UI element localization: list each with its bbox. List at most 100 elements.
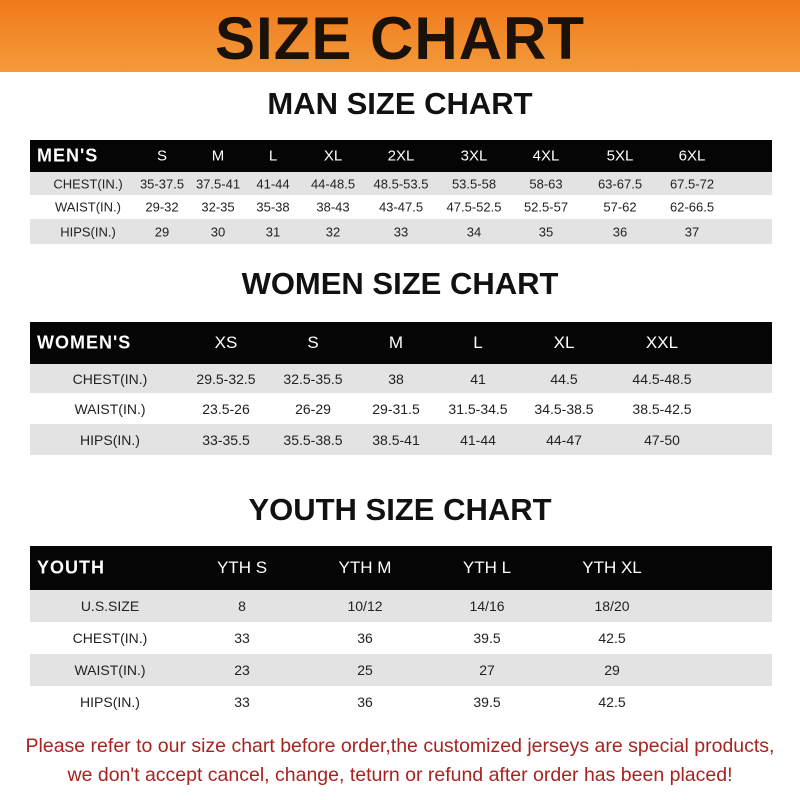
table-cell: 44.5 — [550, 370, 578, 387]
banner-title: SIZE CHART — [215, 5, 585, 72]
size-column-header: YTH S — [216, 558, 268, 577]
size-column-header: XL — [553, 333, 575, 352]
header-label: YOUTH — [37, 557, 105, 578]
table-cell: 18/20 — [594, 598, 630, 614]
table-cell: 38 — [388, 370, 404, 387]
row-label: CHEST(IN.) — [72, 370, 148, 387]
table-cell: 44-47 — [546, 431, 582, 448]
table-cell: 25 — [357, 662, 373, 678]
table-cell: 29 — [154, 224, 170, 239]
title-banner: SIZE CHART — [0, 0, 800, 72]
table-row: CHEST(IN.) 29.5-32.5 32.5-35.5 38 41 44.5 44.5… — [30, 364, 772, 393]
table-cell: 41 — [470, 370, 486, 387]
table-cell: 33 — [234, 694, 250, 710]
table-cell: 36 — [612, 224, 628, 239]
table-cell: 32-35 — [201, 199, 235, 215]
table-cell: 58-63 — [529, 176, 563, 191]
table-header-row: MEN'S S M L XL 2XL 3XL 4XL 5XL 6XL — [30, 140, 772, 172]
header-label: WOMEN'S — [37, 332, 132, 353]
table-cell: 44.5-48.5 — [632, 370, 692, 387]
size-column-header: M — [211, 147, 225, 165]
table-cell: 38-43 — [316, 199, 350, 215]
table-cell: 44-48.5 — [310, 176, 356, 191]
size-column-header: YTH M — [338, 558, 392, 577]
table-cell: 62-66.5 — [669, 199, 715, 215]
table-cell: 29-32 — [145, 199, 179, 215]
table-cell: 31.5-34.5 — [448, 400, 508, 417]
table-row: WAIST(IN.) 29-32 32-35 35-38 38-43 43-47.5 47.… — [30, 195, 772, 219]
size-column-header: S — [307, 333, 319, 352]
table-cell: 39.5 — [473, 694, 501, 710]
table-cell: 10/12 — [347, 598, 383, 614]
row-label: CHEST(IN.) — [72, 630, 148, 646]
header-label: MEN'S — [37, 145, 99, 166]
table-row: HIPS(IN.) 29 30 31 32 33 34 35 36 37 — [30, 219, 772, 244]
table-cell: 32.5-35.5 — [283, 370, 343, 387]
table-cell: 38.5-41 — [372, 431, 420, 448]
table-row: CHEST(IN.) 33 36 39.5 42.5 — [30, 622, 772, 654]
table-cell: 37.5-41 — [195, 176, 241, 191]
row-label: HIPS(IN.) — [80, 694, 140, 710]
row-label: HIPS(IN.) — [80, 431, 140, 448]
footer-notice-line-1: Please refer to our size chart before or… — [25, 735, 775, 757]
table-cell: 35 — [538, 224, 554, 239]
size-column-header: 6XL — [678, 147, 706, 165]
table-cell: 33 — [393, 224, 409, 239]
table-cell: 41-44 — [460, 431, 496, 448]
table-cell: 43-47.5 — [378, 199, 424, 215]
table-cell: 37 — [684, 224, 700, 239]
table-row: CHEST(IN.) 35-37.5 37.5-41 41-44 44-48.5 48.5… — [30, 172, 772, 195]
table-cell: 53.5-58 — [451, 176, 497, 191]
table-cell: 32 — [325, 224, 341, 239]
table-cell: 38.5-42.5 — [632, 400, 692, 417]
table-cell: 35-37.5 — [139, 176, 185, 191]
table-row: WAIST(IN.) 23 25 27 29 — [30, 654, 772, 686]
youth-section-title: YOUTH SIZE CHART — [248, 492, 552, 527]
table-row: HIPS(IN.) 33 36 39.5 42.5 — [30, 686, 772, 718]
table-cell: 14/16 — [469, 598, 505, 614]
size-column-header: 5XL — [606, 147, 634, 165]
size-column-header: L — [473, 333, 483, 352]
table-cell: 42.5 — [598, 630, 626, 646]
size-column-header: S — [156, 147, 168, 165]
table-cell: 23 — [234, 662, 250, 678]
row-label: WAIST(IN.) — [55, 199, 121, 215]
table-cell: 31 — [265, 224, 281, 239]
table-cell: 30 — [210, 224, 226, 239]
table-cell: 27 — [479, 662, 495, 678]
table-cell: 35.5-38.5 — [283, 431, 343, 448]
table-cell: 34 — [466, 224, 482, 239]
size-column-header: L — [268, 147, 278, 165]
size-column-header: YTH L — [462, 558, 512, 577]
table-cell: 63-67.5 — [597, 176, 643, 191]
size-column-header: XL — [323, 147, 343, 165]
table-row: U.S.SIZE 8 10/12 14/16 18/20 — [30, 590, 772, 622]
table-cell: 67.5-72 — [669, 176, 715, 191]
table-cell: 47.5-52.5 — [446, 199, 502, 215]
table-cell: 29.5-32.5 — [196, 370, 256, 387]
footer-notice-line-2: we don't accept cancel, change, teturn o… — [67, 764, 733, 786]
row-label: CHEST(IN.) — [53, 176, 123, 191]
row-label: WAIST(IN.) — [74, 662, 146, 678]
size-column-header: 4XL — [532, 147, 560, 165]
row-label: U.S.SIZE — [80, 598, 140, 614]
table-cell: 41-44 — [256, 176, 290, 191]
table-cell: 52.5-57 — [523, 199, 569, 215]
table-cell: 36 — [357, 630, 373, 646]
table-cell: 35-38 — [256, 199, 290, 215]
table-cell: 33 — [234, 630, 250, 646]
size-column-header: M — [388, 333, 404, 352]
table-cell: 36 — [357, 694, 373, 710]
men-section-title: MAN SIZE CHART — [267, 86, 533, 121]
table-cell: 29-31.5 — [372, 400, 420, 417]
table-cell: 26-29 — [295, 400, 331, 417]
table-cell: 48.5-53.5 — [373, 176, 429, 191]
size-column-header: YTH XL — [582, 558, 642, 577]
size-column-header: 2XL — [387, 147, 415, 165]
table-row: HIPS(IN.) 33-35.5 35.5-38.5 38.5-41 41-44 44-… — [30, 424, 772, 455]
size-column-header: 3XL — [460, 147, 488, 165]
table-cell: 57-62 — [603, 199, 637, 215]
table-cell: 42.5 — [598, 694, 626, 710]
table-cell: 33-35.5 — [202, 431, 250, 448]
size-column-header: XXL — [645, 333, 679, 352]
